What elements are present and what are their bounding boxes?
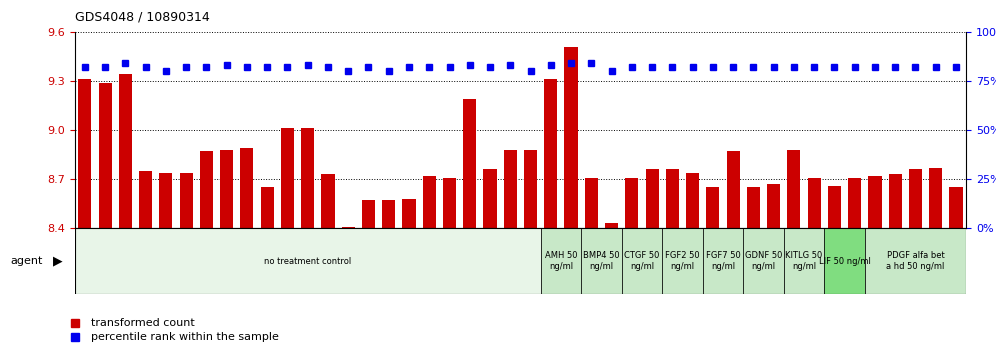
Bar — [281, 129, 294, 228]
Text: percentile rank within the sample: percentile rank within the sample — [91, 332, 279, 342]
Bar — [849, 178, 862, 228]
Bar — [888, 174, 901, 228]
Bar — [402, 199, 415, 228]
Bar — [686, 173, 699, 228]
Text: FGF2 50
ng/ml: FGF2 50 ng/ml — [665, 251, 700, 271]
Bar — [99, 82, 112, 228]
Bar — [301, 129, 315, 228]
Bar — [483, 170, 497, 228]
Bar — [784, 228, 825, 294]
Bar — [463, 99, 476, 228]
Bar — [605, 223, 619, 228]
Bar — [929, 168, 942, 228]
Bar — [200, 152, 213, 228]
Bar — [524, 150, 537, 228]
Text: agent: agent — [10, 256, 43, 266]
Bar — [703, 228, 743, 294]
Bar — [179, 173, 192, 228]
Text: no treatment control: no treatment control — [264, 257, 352, 266]
Bar — [825, 228, 865, 294]
Bar — [747, 187, 760, 228]
Bar — [787, 150, 801, 228]
Text: CTGF 50
ng/ml: CTGF 50 ng/ml — [624, 251, 659, 271]
Bar — [139, 171, 152, 228]
Bar — [706, 187, 719, 228]
Bar — [504, 150, 517, 228]
Bar — [443, 178, 456, 228]
Bar — [665, 170, 679, 228]
Bar — [662, 228, 703, 294]
Text: FGF7 50
ng/ml: FGF7 50 ng/ml — [705, 251, 740, 271]
Bar — [240, 148, 254, 228]
Bar — [869, 176, 881, 228]
Bar — [119, 74, 131, 228]
Text: PDGF alfa bet
a hd 50 ng/ml: PDGF alfa bet a hd 50 ng/ml — [886, 251, 944, 271]
Bar — [828, 186, 841, 228]
Bar — [544, 79, 558, 228]
Bar — [261, 187, 274, 228]
Bar — [767, 184, 780, 228]
Bar — [322, 174, 335, 228]
Bar — [865, 228, 966, 294]
Text: BMP4 50
ng/ml: BMP4 50 ng/ml — [583, 251, 620, 271]
Bar — [743, 228, 784, 294]
Bar — [75, 228, 541, 294]
Bar — [808, 178, 821, 228]
Bar — [582, 228, 622, 294]
Bar — [949, 187, 962, 228]
Bar — [909, 170, 922, 228]
Bar — [220, 150, 233, 228]
Bar — [585, 178, 598, 228]
Bar — [726, 152, 740, 228]
Text: KITLG 50
ng/ml: KITLG 50 ng/ml — [786, 251, 823, 271]
Text: ▶: ▶ — [53, 255, 63, 268]
Text: LIF 50 ng/ml: LIF 50 ng/ml — [819, 257, 871, 266]
Bar — [79, 79, 92, 228]
Text: GDS4048 / 10890314: GDS4048 / 10890314 — [75, 11, 209, 24]
Bar — [159, 173, 172, 228]
Text: transformed count: transformed count — [91, 318, 194, 328]
Bar — [625, 178, 638, 228]
Bar — [422, 176, 436, 228]
Bar — [362, 200, 375, 228]
Bar — [645, 170, 658, 228]
Bar — [342, 227, 355, 228]
Bar — [382, 200, 395, 228]
Bar — [622, 228, 662, 294]
Bar — [565, 47, 578, 228]
Bar — [541, 228, 582, 294]
Text: AMH 50
ng/ml: AMH 50 ng/ml — [545, 251, 577, 271]
Text: GDNF 50
ng/ml: GDNF 50 ng/ml — [745, 251, 782, 271]
